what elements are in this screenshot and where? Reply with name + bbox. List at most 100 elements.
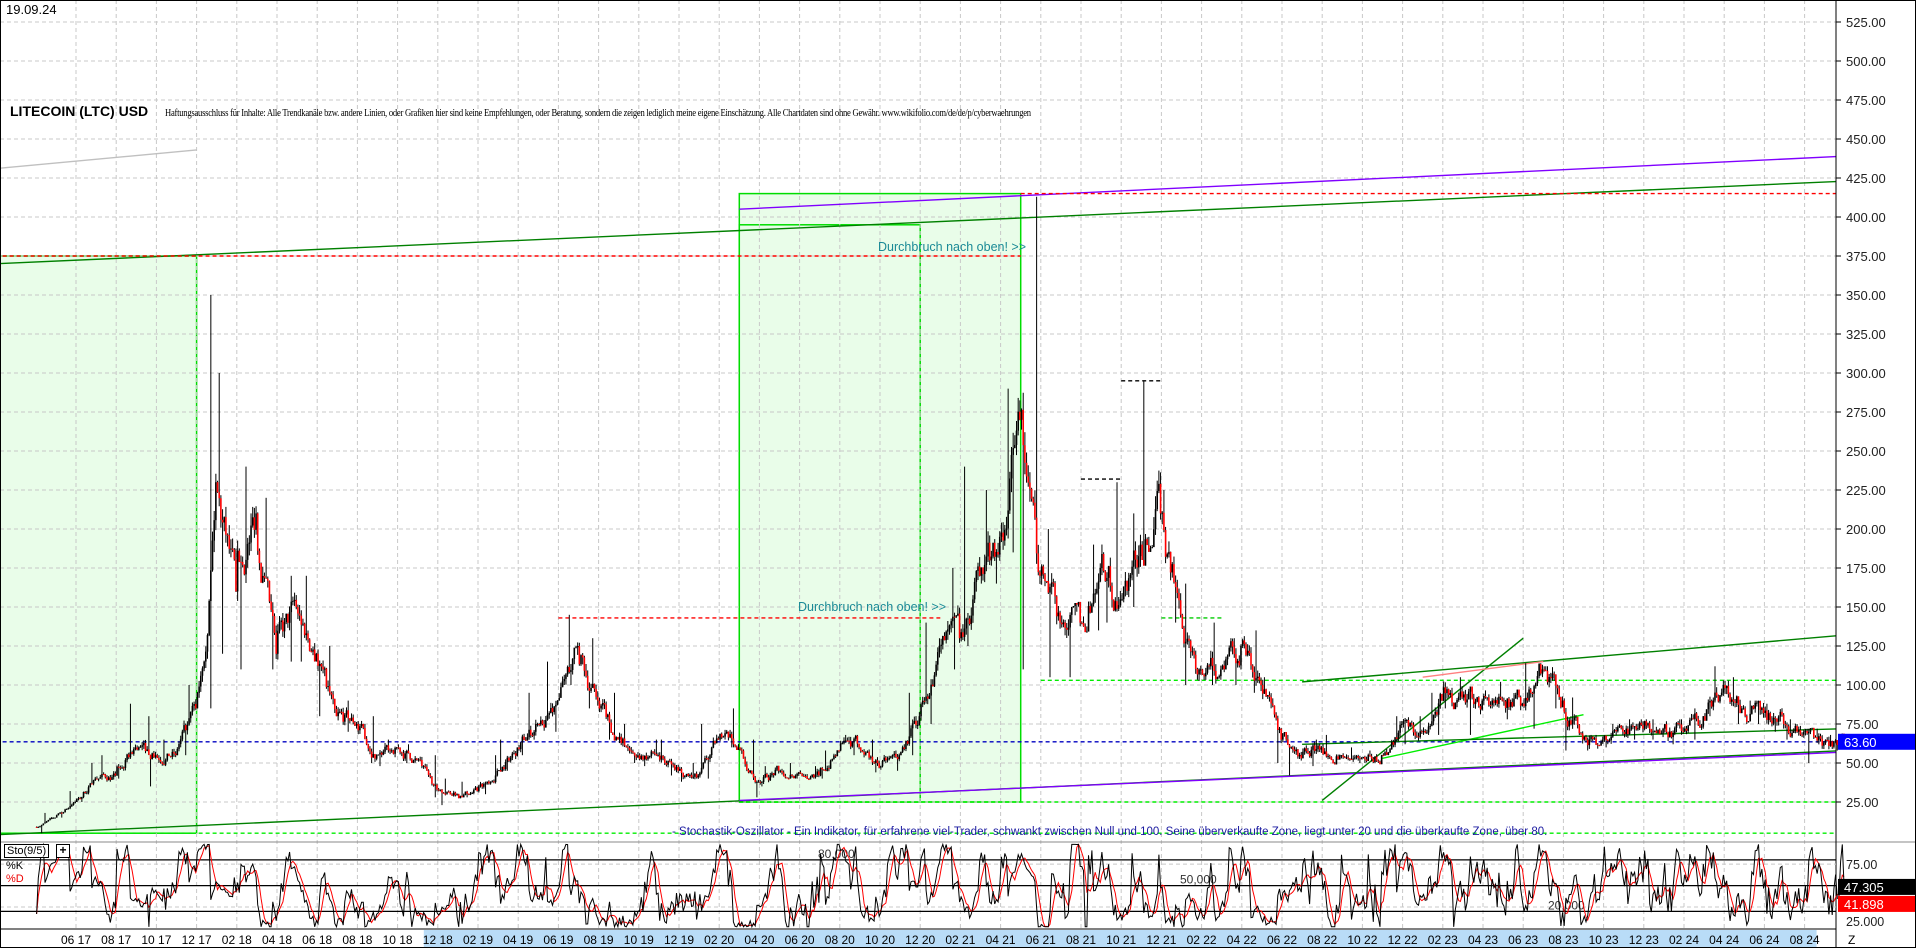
candle-body bbox=[1724, 685, 1726, 689]
candle-body bbox=[1042, 566, 1045, 575]
candle-body bbox=[1422, 730, 1425, 732]
candle-body bbox=[601, 703, 604, 706]
candle-body bbox=[675, 767, 678, 770]
candle-body bbox=[1804, 730, 1807, 732]
candle-body bbox=[1233, 646, 1236, 655]
candle-body bbox=[1702, 716, 1705, 727]
candle-body bbox=[1556, 685, 1559, 689]
candle-body bbox=[1610, 736, 1612, 741]
candle-body bbox=[1573, 717, 1576, 721]
candle-body bbox=[206, 635, 209, 652]
candle-body bbox=[1411, 723, 1413, 725]
candle-body bbox=[478, 786, 480, 792]
candle-body bbox=[230, 548, 232, 550]
candle-body bbox=[642, 756, 644, 760]
candle-body bbox=[333, 698, 336, 710]
candle-body bbox=[663, 758, 666, 764]
candle-body bbox=[1769, 713, 1772, 721]
candle-body bbox=[81, 797, 83, 799]
candle-body bbox=[1228, 647, 1231, 657]
x-tick-label: 04 24 bbox=[1709, 933, 1739, 947]
x-tick-label: 04 22 bbox=[1227, 933, 1257, 947]
candle-body bbox=[201, 668, 204, 676]
candle-body bbox=[550, 707, 552, 714]
candle-body bbox=[1613, 730, 1616, 732]
candle-body bbox=[1208, 665, 1210, 667]
candle-body bbox=[1524, 697, 1527, 707]
candle-body bbox=[943, 636, 946, 641]
candle-body bbox=[1605, 735, 1607, 741]
candle-body bbox=[261, 575, 264, 583]
candle-body bbox=[816, 771, 818, 775]
candle-body bbox=[1245, 644, 1247, 656]
candle-body bbox=[390, 750, 393, 752]
candle-body bbox=[449, 791, 452, 795]
candle-body bbox=[1494, 700, 1497, 703]
candle-body bbox=[1528, 689, 1530, 701]
candle-body bbox=[483, 784, 485, 787]
candle-body bbox=[494, 775, 497, 782]
candle-body bbox=[586, 675, 589, 688]
candle-body bbox=[1685, 728, 1688, 731]
candle-body bbox=[1050, 582, 1053, 587]
candle-body bbox=[730, 734, 733, 739]
candle-body bbox=[1389, 749, 1391, 753]
candle-body bbox=[1699, 724, 1701, 728]
candle-body bbox=[545, 720, 547, 728]
candle-body bbox=[741, 749, 743, 751]
candle-body bbox=[1174, 582, 1177, 588]
candle-body bbox=[409, 753, 411, 759]
candle-body bbox=[421, 760, 423, 766]
candle-body bbox=[1188, 638, 1190, 641]
candle-body bbox=[938, 646, 941, 653]
candle-body bbox=[529, 729, 532, 736]
candle-body bbox=[645, 755, 648, 760]
candle-body bbox=[1571, 720, 1574, 725]
candle-body bbox=[1057, 612, 1060, 617]
candle-body bbox=[1612, 731, 1614, 737]
indicator-name[interactable]: Sto(9/5) bbox=[4, 844, 50, 858]
candle-body bbox=[1692, 718, 1695, 720]
candle-body bbox=[1459, 691, 1462, 697]
candle-body bbox=[226, 534, 229, 536]
candle-body bbox=[54, 817, 56, 819]
candle-body bbox=[1065, 627, 1068, 630]
candle-body bbox=[1131, 566, 1133, 575]
candle-body bbox=[1020, 409, 1023, 420]
candle-body bbox=[802, 775, 805, 777]
candle-body bbox=[814, 774, 817, 778]
candle-body bbox=[447, 791, 450, 793]
candle-body bbox=[1565, 712, 1567, 721]
candle-body bbox=[303, 623, 306, 636]
candle-body bbox=[509, 757, 512, 761]
candle-body bbox=[1598, 745, 1601, 747]
candle-body bbox=[665, 763, 668, 765]
candle-body bbox=[1444, 687, 1447, 694]
candle-body bbox=[1456, 700, 1458, 703]
candle-body bbox=[1399, 724, 1401, 733]
candle-body bbox=[1385, 752, 1388, 755]
candle-body bbox=[1349, 758, 1351, 760]
candle-body bbox=[203, 661, 205, 669]
candle-body bbox=[1538, 664, 1540, 677]
candle-body bbox=[1623, 731, 1626, 735]
candle-body bbox=[1630, 725, 1633, 730]
x-tick-label: 10 23 bbox=[1589, 933, 1619, 947]
candle-body bbox=[628, 747, 631, 751]
sto-d-line bbox=[36, 843, 1845, 928]
candle-body bbox=[184, 725, 187, 731]
candle-body bbox=[1521, 703, 1524, 706]
candle-body bbox=[1467, 691, 1470, 700]
candle-body bbox=[1137, 556, 1140, 568]
candle-body bbox=[258, 550, 261, 564]
candle-body bbox=[1146, 539, 1148, 546]
candle-body bbox=[1601, 739, 1604, 743]
candle-body bbox=[434, 784, 437, 786]
candle-body bbox=[384, 746, 386, 752]
candle-body bbox=[1000, 532, 1003, 537]
candle-body bbox=[323, 668, 326, 670]
candle-body bbox=[1823, 742, 1825, 746]
add-indicator-icon[interactable]: + bbox=[56, 844, 70, 858]
candle-body bbox=[49, 818, 51, 820]
x-tick-label: 12 20 bbox=[905, 933, 935, 947]
